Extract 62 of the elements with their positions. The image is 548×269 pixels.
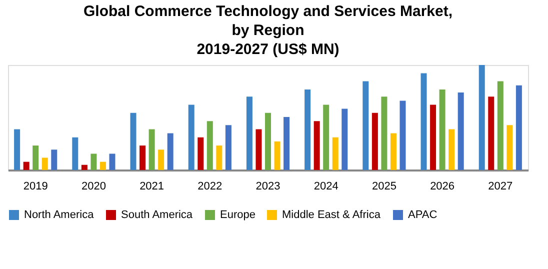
bar	[488, 96, 494, 170]
bar	[448, 129, 455, 170]
bar	[390, 133, 396, 170]
x-tick-label: 2020	[81, 180, 106, 192]
bar	[225, 125, 232, 170]
bar	[130, 112, 136, 170]
bar	[274, 141, 280, 170]
bar	[246, 96, 252, 170]
bar	[478, 65, 485, 170]
legend-label: Middle East & Africa	[282, 209, 382, 221]
bar	[148, 129, 155, 170]
bar	[23, 162, 30, 170]
bar	[167, 133, 174, 170]
bar	[430, 104, 436, 170]
bar	[516, 85, 522, 170]
bar	[458, 92, 464, 170]
bar	[32, 146, 39, 170]
x-tick-label: 2025	[372, 180, 396, 192]
bar	[256, 129, 262, 170]
legend-label: Europe	[220, 209, 256, 221]
bar	[42, 158, 48, 170]
bar	[314, 121, 320, 170]
x-tick-label: 2022	[198, 180, 222, 192]
bar	[81, 164, 88, 170]
x-tick-label: 2019	[23, 180, 48, 192]
bar	[342, 108, 348, 170]
bar	[362, 81, 369, 170]
x-tick-label: 2024	[314, 180, 338, 192]
bar	[198, 137, 204, 170]
bar	[304, 89, 311, 170]
bar	[497, 81, 504, 170]
bar	[216, 146, 222, 170]
x-tick-label: 2021	[140, 180, 164, 192]
legend-label: North America	[24, 209, 95, 221]
bar	[400, 100, 406, 170]
text: by Region	[232, 22, 304, 39]
bar	[51, 150, 58, 170]
bar	[206, 121, 213, 170]
bar	[72, 137, 78, 170]
bar	[140, 146, 146, 170]
x-tick-label: 2027	[488, 180, 513, 192]
text: 2019-2027 (US$ MN)	[196, 41, 340, 58]
bar	[284, 116, 290, 170]
x-tick-label: 2023	[256, 180, 280, 192]
legend-label: South America	[121, 209, 194, 221]
bar	[158, 150, 164, 170]
bar	[109, 154, 116, 170]
bar	[188, 104, 194, 170]
x-tick-label: 2026	[430, 180, 455, 192]
bar	[381, 96, 388, 170]
bar	[439, 89, 446, 170]
bar	[265, 112, 271, 170]
legend-label: APAC	[408, 209, 438, 221]
bar	[100, 162, 106, 170]
bar	[372, 112, 378, 170]
text: Global Commerce Technology and Services Market,	[83, 3, 453, 20]
bar	[420, 73, 427, 170]
bar	[332, 137, 338, 170]
bar	[14, 129, 20, 170]
bar	[506, 125, 513, 170]
bar	[323, 104, 330, 170]
bar	[90, 154, 97, 170]
